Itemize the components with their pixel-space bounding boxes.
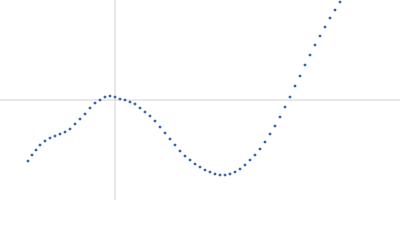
point <box>253 153 257 157</box>
point <box>308 53 312 57</box>
point <box>188 158 192 162</box>
point <box>323 25 327 29</box>
point <box>88 106 92 110</box>
point <box>233 170 237 174</box>
point <box>113 95 117 99</box>
point <box>163 131 167 135</box>
point <box>43 139 47 143</box>
point <box>68 127 72 131</box>
point <box>93 101 97 105</box>
point <box>283 105 287 109</box>
point <box>153 119 157 123</box>
point <box>333 8 337 12</box>
point <box>223 173 227 177</box>
point <box>58 132 62 136</box>
point <box>48 136 52 140</box>
point <box>263 140 267 144</box>
point <box>78 117 82 121</box>
point <box>258 147 262 151</box>
point <box>98 98 102 102</box>
point <box>248 158 252 162</box>
point <box>178 149 182 153</box>
point <box>158 125 162 129</box>
point <box>148 114 152 118</box>
point <box>168 137 172 141</box>
point <box>173 143 177 147</box>
point <box>298 74 302 78</box>
point <box>103 95 107 99</box>
point <box>293 84 297 88</box>
point <box>338 0 342 4</box>
point <box>278 115 282 119</box>
point <box>53 134 57 138</box>
point <box>273 124 277 128</box>
point <box>183 154 187 158</box>
point <box>30 153 34 157</box>
point <box>118 97 122 101</box>
point <box>193 162 197 166</box>
chart <box>0 0 400 200</box>
point <box>203 168 207 172</box>
point <box>208 170 212 174</box>
point <box>143 110 147 114</box>
point <box>128 100 132 104</box>
point <box>73 122 77 126</box>
point <box>303 63 307 67</box>
point <box>228 172 232 176</box>
point <box>34 148 38 152</box>
point <box>288 95 292 99</box>
point <box>198 165 202 169</box>
point <box>243 163 247 167</box>
point <box>213 172 217 176</box>
point <box>38 143 42 147</box>
point <box>318 34 322 38</box>
point <box>218 173 222 177</box>
point <box>238 167 242 171</box>
point <box>63 130 67 134</box>
point <box>138 106 142 110</box>
point <box>26 159 30 163</box>
point <box>133 102 137 106</box>
point <box>328 16 332 20</box>
point <box>83 112 87 116</box>
point <box>268 132 272 136</box>
point <box>108 94 112 98</box>
point <box>313 43 317 47</box>
point <box>123 98 127 102</box>
